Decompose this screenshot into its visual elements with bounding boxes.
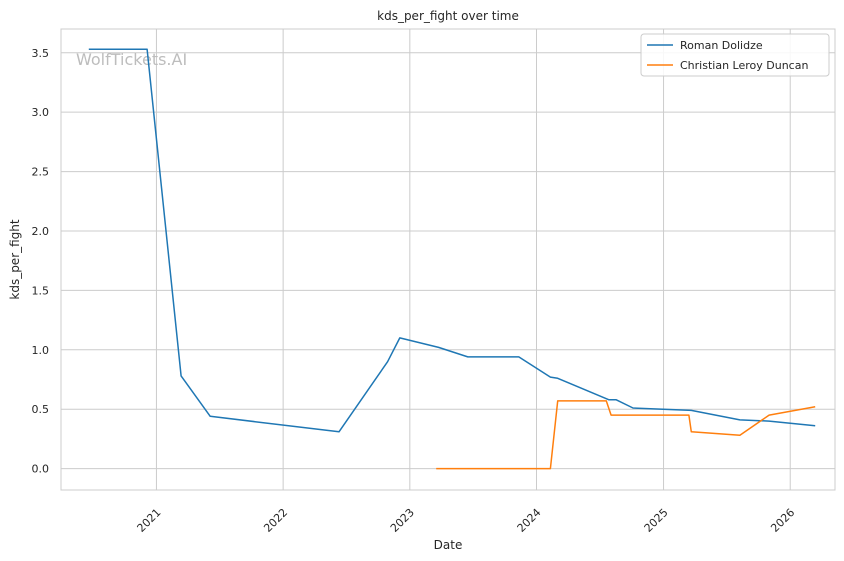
y-axis-title: kds_per_fight <box>8 219 22 300</box>
legend-box <box>640 33 830 77</box>
legend-label: Roman Dolidze <box>680 39 763 52</box>
y-tick-label: 1.0 <box>32 344 50 357</box>
series-lines <box>88 48 816 470</box>
chart-title: kds_per_fight over time <box>377 9 519 23</box>
y-tick-label: 3.5 <box>32 47 50 60</box>
y-tick-label: 1.5 <box>32 284 50 297</box>
y-tick-label: 0.0 <box>32 463 50 476</box>
legend-label: Christian Leroy Duncan <box>680 59 808 72</box>
y-axis-tick-labels: 0.0 0.5 1.0 1.5 2.0 2.5 3.0 3.5 <box>32 47 50 476</box>
x-axis-title: Date <box>434 538 463 552</box>
y-tick-label: 2.5 <box>32 166 50 179</box>
legend: Roman Dolidze Christian Leroy Duncan <box>640 33 830 77</box>
y-tick-label: 2.0 <box>32 225 50 238</box>
gridlines <box>61 29 835 490</box>
series-line-1 <box>88 48 816 433</box>
y-tick-label: 0.5 <box>32 403 50 416</box>
y-tick-label: 3.0 <box>32 106 50 119</box>
watermark-text: WolfTickets.AI <box>76 50 187 69</box>
plot-area-frame <box>60 28 836 491</box>
series-line-2 <box>436 400 816 470</box>
